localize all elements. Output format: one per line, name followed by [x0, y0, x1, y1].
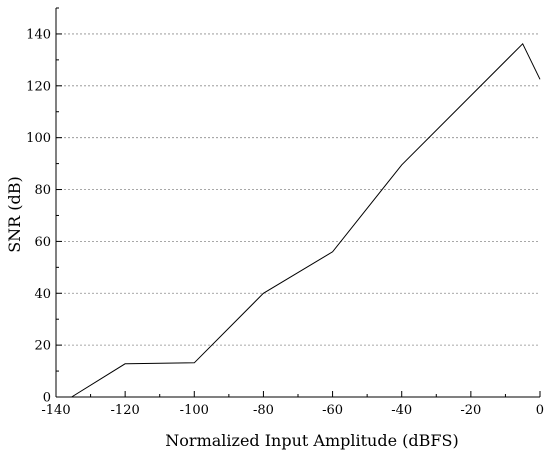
- y-tick-label: 60: [34, 235, 51, 250]
- x-tick-label: -60: [322, 403, 343, 418]
- y-tick-label: 80: [34, 183, 51, 198]
- x-tick-label: -20: [460, 403, 481, 418]
- y-tick-label: 0: [43, 391, 51, 406]
- x-tick-label: -140: [41, 403, 70, 418]
- y-axis-title: SNR (dB): [5, 176, 24, 253]
- x-tick-label: -80: [253, 403, 274, 418]
- tick-marks: [55, 7, 541, 398]
- tick-labels: 0 20 40 60 80 100 120 140 -140 -120 -100 -80 -60 -40 -…: [26, 27, 544, 418]
- x-tick-label: -120: [111, 403, 140, 418]
- y-tick-label: 100: [26, 131, 51, 146]
- x-tick-label: -40: [391, 403, 412, 418]
- x-tick-label: 0: [536, 403, 544, 418]
- y-tick-label: 140: [26, 27, 51, 42]
- y-tick-label: 120: [26, 79, 51, 94]
- x-tick-label: -100: [180, 403, 209, 418]
- x-axis-title: Normalized Input Amplitude (dBFS): [165, 431, 458, 450]
- series-group: [71, 42, 541, 398]
- y-tick-label: 40: [34, 287, 51, 302]
- grid-lines: [56, 33, 540, 346]
- y-tick-label: 20: [34, 339, 51, 354]
- series-line: [71, 42, 541, 398]
